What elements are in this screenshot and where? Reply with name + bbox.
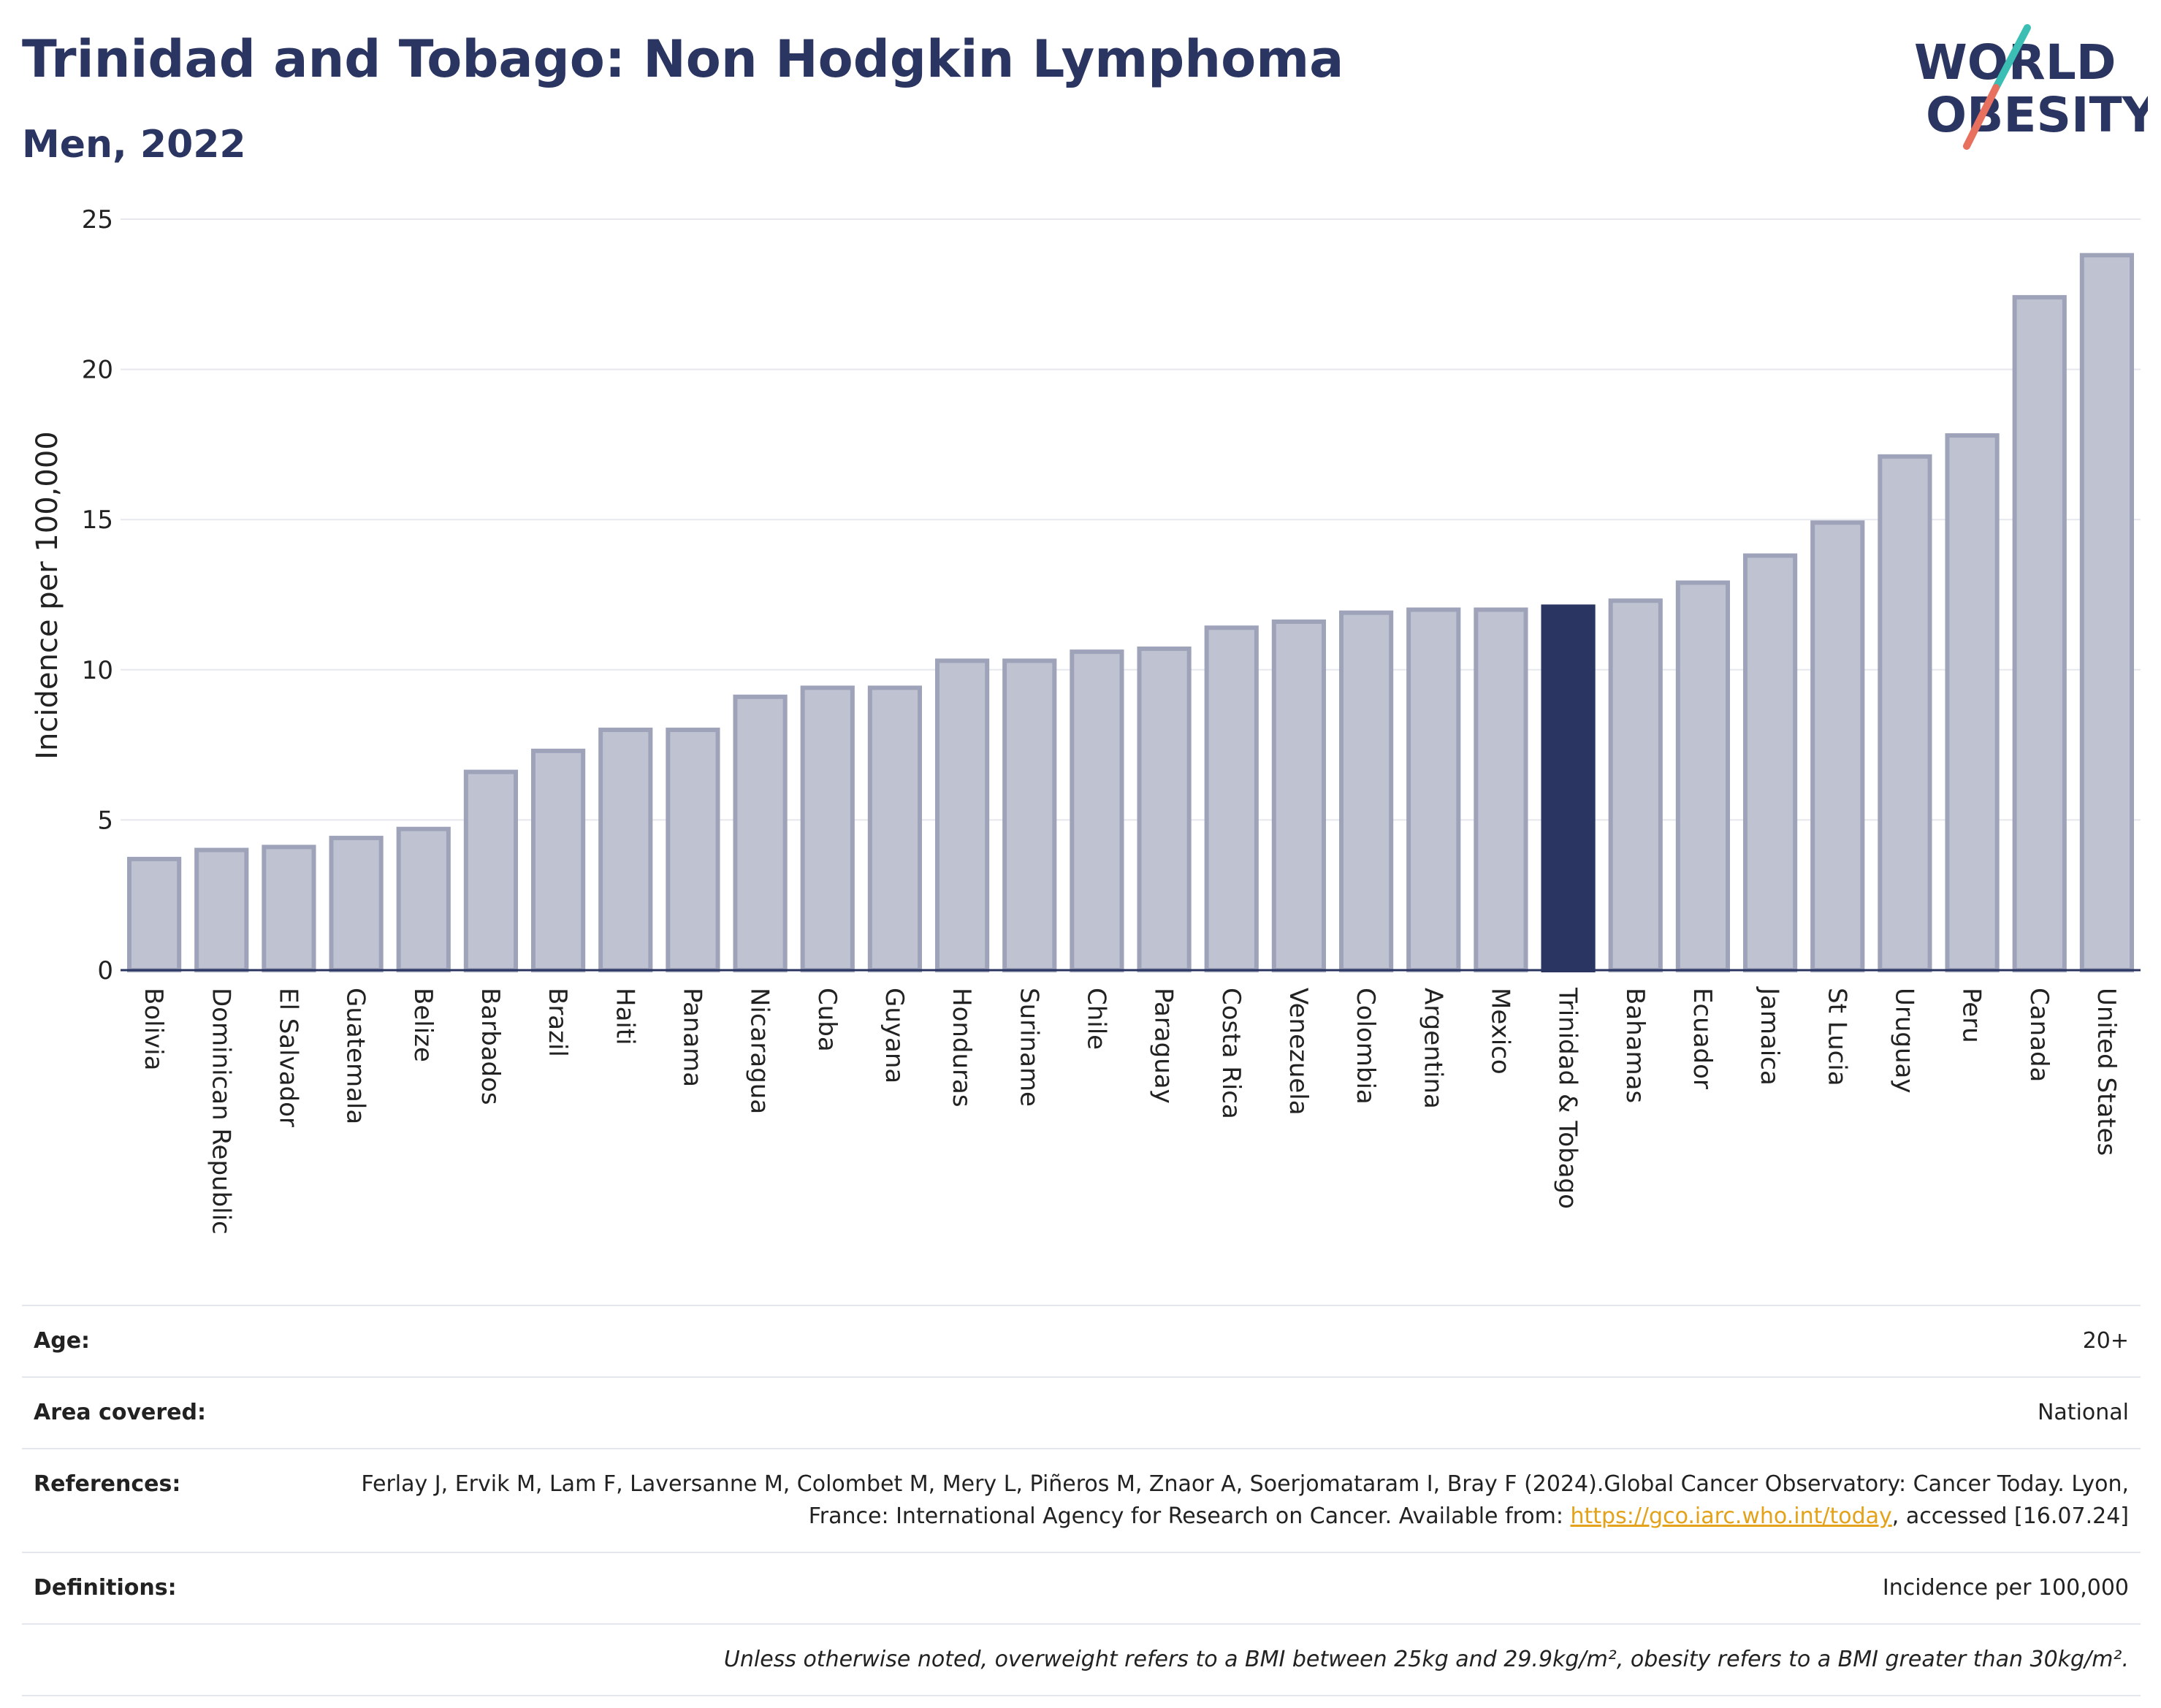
age-value: 20+ (2082, 1328, 2129, 1354)
references-label: References: (34, 1471, 181, 1497)
bar-paraguay (1137, 647, 1192, 972)
x-tick-label: Venezuela (1284, 988, 1313, 1116)
y-axis-title: Incidence per 100,000 (31, 431, 64, 760)
page-subtitle: Men, 2022 (22, 123, 246, 167)
age-label: Age: (34, 1328, 91, 1354)
bar-panama (666, 728, 720, 972)
grid-lines (121, 218, 2141, 821)
y-tick-label: 25 (82, 205, 113, 235)
bar-dominican-republic (194, 847, 249, 973)
x-axis-ticks: Bolivia Dominican Republic El Salvador Guat… (139, 986, 2121, 1235)
y-axis-ticks: 0 5 10 15 20 25 (82, 205, 113, 985)
x-tick-label: Ecuador (1688, 988, 1717, 1089)
bars (126, 253, 2135, 973)
x-tick-label: Paraguay (1149, 988, 1178, 1104)
bar-cuba (800, 685, 855, 972)
bar-canada (2012, 294, 2067, 972)
bar-ecuador (1675, 580, 1731, 972)
x-tick-label: Suriname (1014, 988, 1043, 1107)
info-row-definitions: Definitions: Incidence per 100,000 (22, 1553, 2141, 1625)
bar-nicaragua (733, 694, 788, 972)
obesity-note: Unless otherwise noted, overweight refer… (723, 1647, 2129, 1672)
x-tick-label: Belize (408, 988, 438, 1062)
info-row-area: Area covered: National (22, 1378, 2141, 1449)
x-tick-label: Chile (1081, 988, 1110, 1050)
bar-belize (396, 826, 451, 972)
bar-costa-rica (1204, 625, 1259, 972)
y-tick-label: 20 (82, 356, 113, 385)
x-tick-label: Argentina (1418, 988, 1447, 1109)
bar-st-lucia (1810, 520, 1865, 972)
x-tick-label: Guyana (880, 988, 909, 1083)
x-tick-label: Mexico (1485, 988, 1514, 1075)
bar-chile (1070, 649, 1124, 972)
x-tick-label: Cuba (812, 988, 842, 1052)
info-table: Age: 20+ Area covered: National Referenc… (22, 1305, 2141, 1696)
x-tick-label: Peru (1957, 988, 1986, 1043)
definitions-label: Definitions: (34, 1575, 177, 1601)
references-value: Ferlay J, Ervik M, Lam F, Laversanne M, … (340, 1468, 2129, 1533)
area-label: Area covered: (34, 1400, 206, 1425)
info-row-age: Age: 20+ (22, 1306, 2141, 1378)
bar-colombia (1338, 610, 1394, 972)
bar-argentina (1406, 607, 1461, 972)
bar-haiti (598, 728, 653, 972)
references-text: Ferlay J, Ervik M, Lam F, Laversanne M, … (361, 1471, 2129, 1529)
info-row-note: Unless otherwise noted, overweight refer… (22, 1625, 2141, 1696)
x-tick-label: Barbados (476, 988, 505, 1105)
x-tick-label: El Salvador (273, 988, 302, 1127)
bar-united-states (2079, 253, 2135, 972)
bar-barbados (463, 769, 519, 973)
area-value: National (2037, 1400, 2129, 1425)
y-tick-label: 15 (82, 506, 113, 535)
bar-guatemala (329, 836, 384, 973)
page-title: Trinidad and Tobago: Non Hodgkin Lymphom… (22, 29, 1344, 89)
bar-el-salvador (262, 845, 316, 972)
x-tick-label: Nicaragua (745, 988, 774, 1114)
bar-uruguay (1878, 454, 1932, 972)
references-link[interactable]: https://gco.iarc.who.int/today (1570, 1503, 1892, 1529)
bar-guyana (867, 685, 923, 972)
x-tick-label: St Lucia (1822, 988, 1851, 1086)
x-tick-label: Jamaica (1755, 986, 1784, 1086)
x-tick-label: United States (2092, 988, 2121, 1156)
x-tick-label: Canada (2024, 988, 2054, 1082)
world-obesity-logo: WORLD OBESITY (1914, 24, 2148, 150)
x-tick-label: Uruguay (1889, 988, 1918, 1094)
logo-slash-teal (1992, 24, 2031, 91)
bar-venezuela (1271, 619, 1327, 972)
x-tick-label: Dominican Republic (206, 988, 235, 1235)
y-tick-label: 0 (97, 956, 113, 985)
x-tick-label: Costa Rica (1216, 988, 1246, 1119)
logo-line2: OBESITY (1926, 87, 2148, 143)
bar-jamaica (1742, 553, 1798, 972)
definitions-value: Incidence per 100,000 (1882, 1575, 2129, 1601)
x-tick-label: Honduras (947, 988, 976, 1107)
x-tick-label: Panama (677, 988, 706, 1087)
bar-chart: 0 5 10 15 20 25 Bolivia Dominican Republic El S… (31, 205, 2141, 1235)
bar-suriname (1002, 658, 1057, 972)
x-tick-label: Bahamas (1620, 988, 1650, 1103)
bar-honduras (934, 658, 990, 972)
bar-trinidad-tobago (1541, 604, 1596, 972)
x-tick-label: Haiti (610, 988, 639, 1045)
x-tick-label: Brazil (543, 988, 572, 1057)
y-tick-label: 10 (82, 656, 113, 685)
logo-slash-coral (1963, 84, 2000, 150)
x-tick-label: Bolivia (139, 988, 168, 1070)
y-tick-label: 5 (97, 806, 113, 835)
info-row-references: References: Ferlay J, Ervik M, Lam F, La… (22, 1449, 2141, 1553)
bar-brazil (530, 748, 586, 972)
bar-bahamas (1608, 598, 1663, 972)
x-tick-label: Colombia (1351, 988, 1380, 1105)
x-tick-label: Trinidad & Tobago (1553, 987, 1582, 1209)
references-suffix: , accessed [16.07.24] (1891, 1503, 2129, 1529)
bar-bolivia (126, 856, 182, 972)
x-tick-label: Guatemala (341, 988, 370, 1124)
bar-peru (1945, 433, 2000, 972)
bar-mexico (1474, 607, 1528, 972)
